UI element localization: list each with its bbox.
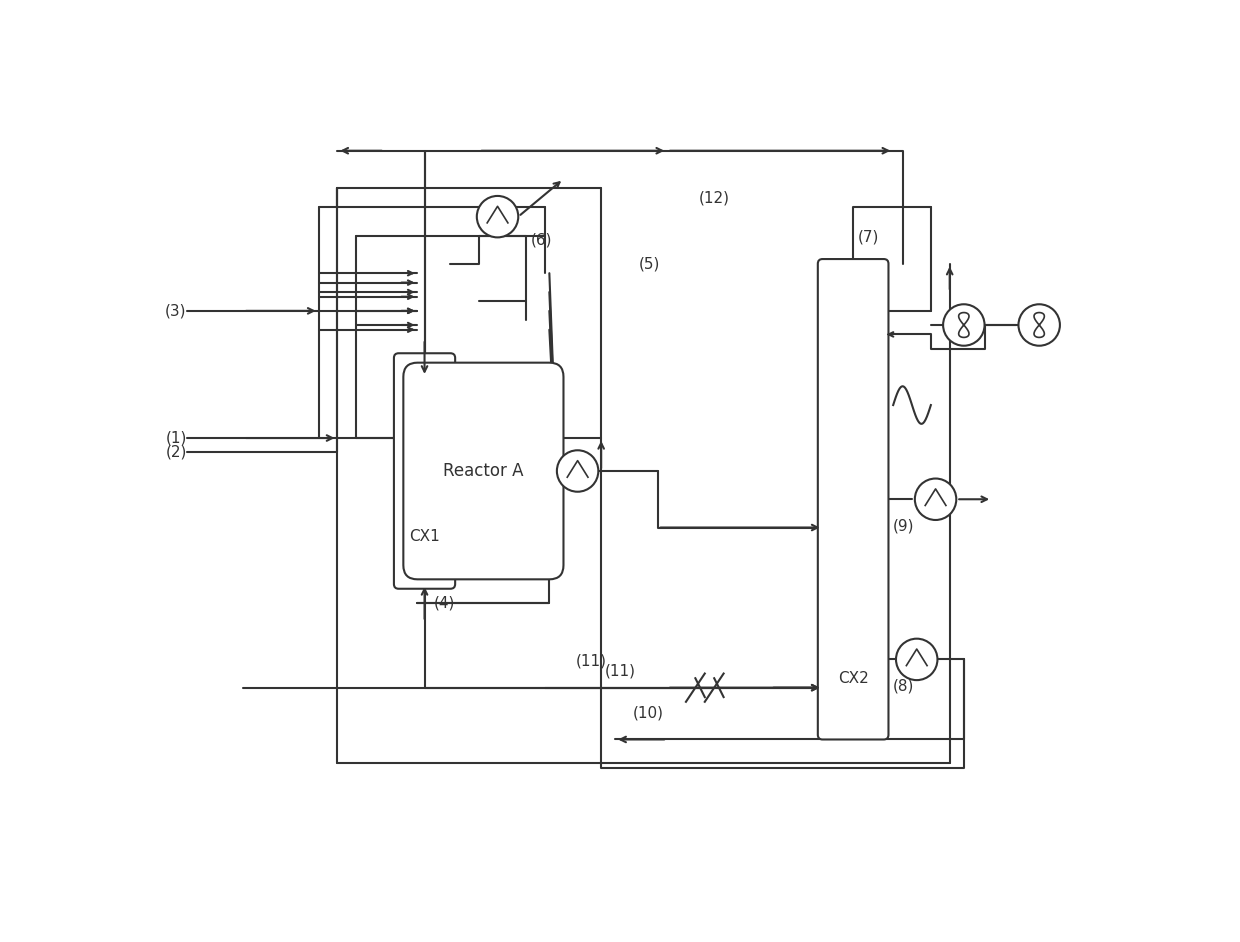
FancyBboxPatch shape bbox=[394, 353, 455, 589]
FancyBboxPatch shape bbox=[403, 363, 563, 579]
Text: (9): (9) bbox=[893, 518, 915, 533]
Text: (5): (5) bbox=[639, 256, 660, 271]
Text: (6): (6) bbox=[531, 233, 552, 248]
Text: (11): (11) bbox=[605, 663, 635, 678]
Text: (4): (4) bbox=[434, 595, 455, 610]
Circle shape bbox=[944, 304, 985, 346]
FancyBboxPatch shape bbox=[818, 259, 889, 739]
Circle shape bbox=[477, 196, 518, 237]
Text: (11): (11) bbox=[577, 654, 608, 669]
Text: CX1: CX1 bbox=[409, 529, 440, 544]
Text: (10): (10) bbox=[632, 706, 663, 721]
Circle shape bbox=[897, 639, 937, 680]
Circle shape bbox=[915, 479, 956, 520]
Circle shape bbox=[557, 450, 599, 492]
Text: Reactor A: Reactor A bbox=[443, 462, 523, 480]
Text: (1): (1) bbox=[165, 430, 187, 446]
Text: (3): (3) bbox=[165, 303, 187, 318]
Text: CX2: CX2 bbox=[838, 671, 868, 686]
Text: (2): (2) bbox=[165, 445, 187, 460]
Circle shape bbox=[1018, 304, 1060, 346]
Text: (7): (7) bbox=[858, 230, 879, 245]
Text: (12): (12) bbox=[698, 190, 729, 205]
Text: (8): (8) bbox=[893, 678, 915, 693]
